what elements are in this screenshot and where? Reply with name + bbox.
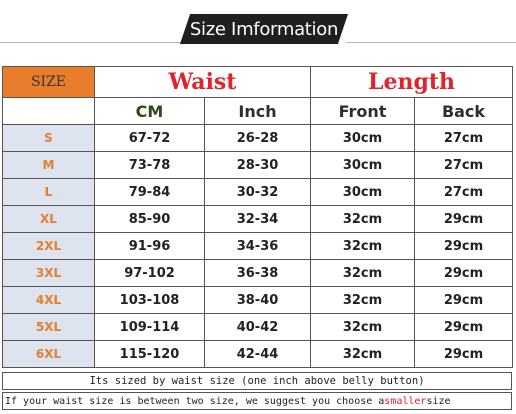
banner-rule-left [0,42,182,43]
banner-tag: Size Imformation [180,14,348,44]
size-chart-table: SIZE Waist Length CM Inch Front Back S 67… [2,66,514,368]
front-header: Front [310,97,415,125]
cm-cell: 85-90 [94,205,205,233]
table-row: 6XL 115-120 42-44 32cm 29cm [2,340,514,368]
cm-header: CM [94,97,205,125]
back-cell: 29cm [413,286,514,314]
suggestion-note-highlight: smaller [384,395,427,407]
length-header: Length [309,66,514,98]
cm-cell: 103-108 [94,286,205,314]
suggestion-note: If your waist size is between two size, … [2,392,512,410]
inch-header: Inch [204,97,311,125]
size-cell: 3XL [2,259,95,287]
inch-cell: 36-38 [204,259,311,287]
back-cell: 29cm [413,232,514,260]
size-cell: 4XL [2,286,95,314]
back-cell: 27cm [413,124,514,152]
size-cell: XL [2,205,95,233]
front-cell: 30cm [310,124,415,152]
inch-cell: 30-32 [204,178,311,206]
cm-cell: 91-96 [94,232,205,260]
size-header: SIZE [2,66,95,98]
front-cell: 32cm [310,259,415,287]
front-cell: 32cm [310,232,415,260]
banner-rule-right [346,42,516,43]
table-row: 3XL 97-102 36-38 32cm 29cm [2,259,514,287]
size-cell: L [2,178,95,206]
cm-cell: 67-72 [94,124,205,152]
front-cell: 30cm [310,151,415,179]
back-cell: 29cm [413,313,514,341]
inch-cell: 28-30 [204,151,311,179]
size-cell: M [2,151,95,179]
sizing-note: Its sized by waist size (one inch above … [2,372,512,390]
back-cell: 29cm [413,205,514,233]
front-cell: 32cm [310,286,415,314]
size-cell: S [2,124,95,152]
inch-cell: 42-44 [204,340,311,368]
table-row: L 79-84 30-32 30cm 27cm [2,178,514,206]
inch-cell: 32-34 [204,205,311,233]
banner-title: Size Imformation [189,18,339,40]
blank-header-cell [2,97,95,125]
cm-cell: 97-102 [94,259,205,287]
suggestion-note-before: If your waist size is between two size, … [5,395,385,407]
front-cell: 32cm [310,340,415,368]
table-row: 2XL 91-96 34-36 32cm 29cm [2,232,514,260]
suggestion-note-after: size [426,395,451,407]
back-cell: 27cm [413,178,514,206]
front-cell: 32cm [310,313,415,341]
cm-cell: 115-120 [94,340,205,368]
cm-cell: 109-114 [94,313,205,341]
cm-cell: 79-84 [94,178,205,206]
back-header: Back [413,97,514,125]
table-row: 5XL 109-114 40-42 32cm 29cm [2,313,514,341]
header-row-1: SIZE Waist Length [2,66,514,98]
back-cell: 29cm [413,259,514,287]
size-cell: 6XL [2,340,95,368]
size-cell: 2XL [2,232,95,260]
inch-cell: 40-42 [204,313,311,341]
table-row: M 73-78 28-30 30cm 27cm [2,151,514,179]
table-row: S 67-72 26-28 30cm 27cm [2,124,514,152]
inch-cell: 34-36 [204,232,311,260]
back-cell: 27cm [413,151,514,179]
sizing-note-text: Its sized by waist size (one inch above … [89,375,425,387]
back-cell: 29cm [413,340,514,368]
table-row: XL 85-90 32-34 32cm 29cm [2,205,514,233]
waist-header: Waist [94,66,311,98]
front-cell: 32cm [310,205,415,233]
size-cell: 5XL [2,313,95,341]
header-row-2: CM Inch Front Back [2,97,514,125]
cm-cell: 73-78 [94,151,205,179]
size-info-banner: Size Imformation [0,14,516,44]
inch-cell: 38-40 [204,286,311,314]
front-cell: 30cm [310,178,415,206]
table-row: 4XL 103-108 38-40 32cm 29cm [2,286,514,314]
inch-cell: 26-28 [204,124,311,152]
